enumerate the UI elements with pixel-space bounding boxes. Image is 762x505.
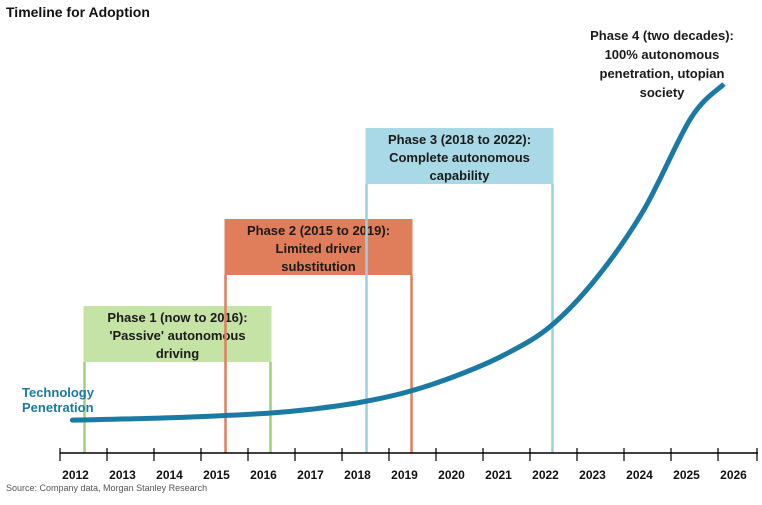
x-tick-label: 2018: [344, 468, 371, 482]
phase-4-text-line: penetration, utopian: [600, 66, 725, 81]
phase-boxes: Phase 1 (now to 2016): 'Passive' autonomo…: [83, 28, 734, 453]
x-tick-label: 2014: [156, 468, 183, 482]
x-tick-label: 2017: [297, 468, 324, 482]
phase-3-box: [365, 128, 554, 184]
phase-2-text-line: Phase 2 (2015 to 2019):: [247, 223, 390, 238]
series-label-line: Technology: [22, 385, 95, 400]
x-tick-label: 2026: [720, 468, 747, 482]
phase-2-box: [224, 219, 413, 275]
phase-1-text-line: 'Passive' autonomous: [109, 328, 245, 343]
phase-2-text-line: substitution: [281, 259, 355, 274]
phase-4-text-line: society: [640, 85, 686, 100]
series-label-line: Penetration: [22, 400, 94, 415]
phase-4-text-line: 100% autonomous: [605, 47, 720, 62]
penetration-curve: [69, 82, 726, 423]
x-tick-label: 2015: [203, 468, 230, 482]
x-tick-label: 2024: [626, 468, 653, 482]
chart-title: Timeline for Adoption: [6, 4, 150, 20]
x-tick-label: 2022: [532, 468, 559, 482]
phase-4-text-line: Phase 4 (two decades):: [590, 28, 734, 43]
phase-1-box: [83, 306, 272, 362]
x-tick-label: 2025: [673, 468, 700, 482]
source-note: Source: Company data, Morgan Stanley Res…: [6, 483, 208, 493]
x-tick-label: 2023: [579, 468, 606, 482]
phase-3-text-line: Phase 3 (2018 to 2022):: [388, 132, 531, 147]
x-tick-label: 2016: [250, 468, 277, 482]
phase-3-text-line: capability: [430, 168, 491, 183]
phase-2-text-line: Limited driver: [276, 241, 362, 256]
phase-1-text-line: Phase 1 (now to 2016):: [107, 310, 247, 325]
x-tick-label: 2012: [62, 468, 89, 482]
x-tick-label: 2021: [485, 468, 512, 482]
phase-3-text-line: Complete autonomous: [389, 150, 530, 165]
x-tick-label: 2020: [438, 468, 465, 482]
x-tick-label: 2019: [391, 468, 418, 482]
x-tick-label: 2013: [109, 468, 136, 482]
x-axis: 2012 2013 2014 2015 2016 2017 2018 2019 2020 2021…: [59, 448, 758, 482]
technology-penetration-line: [69, 82, 726, 423]
phase-1-text-line: driving: [156, 346, 199, 361]
